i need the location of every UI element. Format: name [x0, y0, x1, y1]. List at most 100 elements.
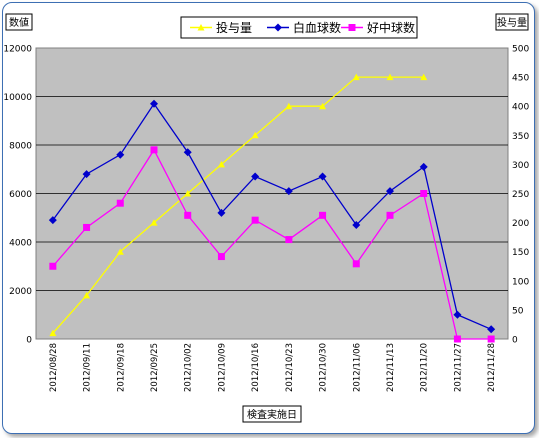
x-tick-label: 2012/11/13 — [386, 343, 396, 392]
data-point — [82, 170, 91, 179]
series-triangle — [49, 73, 428, 337]
x-tick-label: 2012/09/18 — [116, 343, 126, 392]
legend-marker — [274, 23, 282, 32]
y2-tick-label: 150 — [512, 248, 529, 258]
x-tick-label: 2012/10/23 — [285, 343, 295, 392]
series-lines — [48, 73, 496, 343]
series-diamond — [48, 99, 496, 334]
y2-axis-label: 投与量 — [497, 16, 527, 29]
y2-tick-label: 0 — [512, 336, 518, 346]
y-tick-label: 8000 — [9, 142, 32, 152]
y2-axis-title: 投与量 — [495, 13, 529, 31]
data-point — [251, 131, 259, 139]
data-point — [386, 211, 394, 219]
legend-label: 投与量 — [216, 20, 252, 35]
y-axis-label: 数値 — [9, 16, 29, 29]
y2-tick-label: 400 — [512, 103, 529, 113]
x-axis-label: 検査実施日 — [247, 408, 297, 421]
data-point — [49, 262, 57, 270]
data-point — [386, 73, 394, 81]
data-point — [285, 102, 293, 110]
data-point — [285, 236, 293, 244]
data-point — [83, 291, 91, 299]
x-tick-label: 2012/08/28 — [49, 343, 59, 392]
legend: 投与量 白血球数 好中球数 — [180, 16, 418, 39]
data-point — [217, 160, 225, 168]
gridlines — [36, 96, 508, 291]
data-point — [487, 325, 496, 334]
data-point — [319, 211, 327, 219]
y2-tick-label: 350 — [512, 132, 529, 142]
data-point — [352, 221, 361, 230]
x-tick-label: 2012/09/25 — [150, 343, 160, 392]
data-point — [217, 253, 225, 261]
data-point — [318, 172, 327, 181]
data-point — [83, 223, 91, 231]
y2-tick-label: 100 — [512, 277, 529, 287]
data-point — [116, 248, 124, 255]
data-point — [352, 73, 360, 81]
series-square — [49, 146, 495, 343]
data-point — [420, 73, 428, 81]
data-point — [150, 146, 158, 154]
y-tick-label: 6000 — [9, 190, 32, 200]
legend-item: 投与量 — [190, 20, 252, 35]
data-point — [251, 216, 259, 224]
legend-marker — [348, 24, 356, 31]
x-tick-label: 2012/11/06 — [352, 343, 362, 392]
data-point — [453, 310, 462, 319]
data-point — [386, 187, 394, 196]
y-tick-label: 2000 — [9, 287, 32, 297]
series-line — [52, 76, 424, 334]
x-tick-label: 2012/10/09 — [217, 343, 227, 392]
data-point — [49, 329, 57, 337]
legend-item: 好中球数 — [341, 20, 415, 35]
data-point — [116, 150, 125, 159]
data-point — [319, 102, 327, 110]
data-point — [150, 219, 158, 226]
y2-axis-ticks: 0 50 100 150 200 250 300 350 400 450 500 — [512, 45, 529, 346]
series-line — [52, 148, 492, 340]
y-tick-label: 12000 — [3, 45, 32, 55]
x-tick-label: 2012/11/20 — [420, 343, 430, 392]
x-tick-label: 2012/11/27 — [453, 343, 463, 392]
series-line — [52, 102, 492, 330]
legend-label: 白血球数 — [293, 20, 341, 35]
legend-label: 好中球数 — [367, 20, 415, 35]
data-point — [48, 216, 57, 225]
y-axis-ticks: 0 2000 4000 6000 8000 10000 12000 — [3, 45, 32, 346]
y-tick-label: 10000 — [3, 93, 32, 103]
y2-tick-label: 250 — [512, 190, 529, 200]
y2-tick-label: 200 — [512, 219, 529, 229]
x-axis-ticks: 2012/08/28 2012/09/11 2012/09/18 2012/09/25… — [49, 343, 497, 392]
x-tick-label: 2012/09/11 — [83, 343, 93, 392]
data-point — [116, 199, 124, 207]
data-point — [184, 211, 192, 219]
x-tick-label: 2012/10/30 — [319, 343, 329, 392]
data-point — [184, 190, 192, 197]
data-point — [487, 335, 495, 343]
y2-tick-label: 450 — [512, 74, 529, 84]
data-point — [183, 148, 192, 157]
data-point — [453, 335, 461, 343]
data-point — [150, 99, 158, 108]
data-point — [420, 190, 428, 197]
y2-tick-label: 300 — [512, 161, 529, 171]
legend-marker — [197, 24, 205, 31]
x-tick-label: 2012/11/28 — [487, 343, 497, 392]
y2-tick-label: 500 — [512, 45, 529, 55]
data-point — [352, 260, 360, 268]
data-point — [251, 172, 260, 181]
legend-item: 白血球数 — [267, 20, 341, 35]
y2-tick-label: 50 — [512, 306, 524, 316]
x-tick-label: 2012/10/02 — [184, 343, 194, 392]
y-tick-label: 0 — [26, 336, 32, 346]
data-point — [419, 162, 428, 171]
y-tick-label: 4000 — [9, 239, 32, 249]
x-axis-title: 検査実施日 — [242, 405, 302, 423]
x-tick-label: 2012/10/16 — [251, 343, 261, 392]
data-point — [217, 208, 226, 217]
data-point — [284, 187, 293, 196]
y-axis-title: 数値 — [5, 13, 33, 31]
